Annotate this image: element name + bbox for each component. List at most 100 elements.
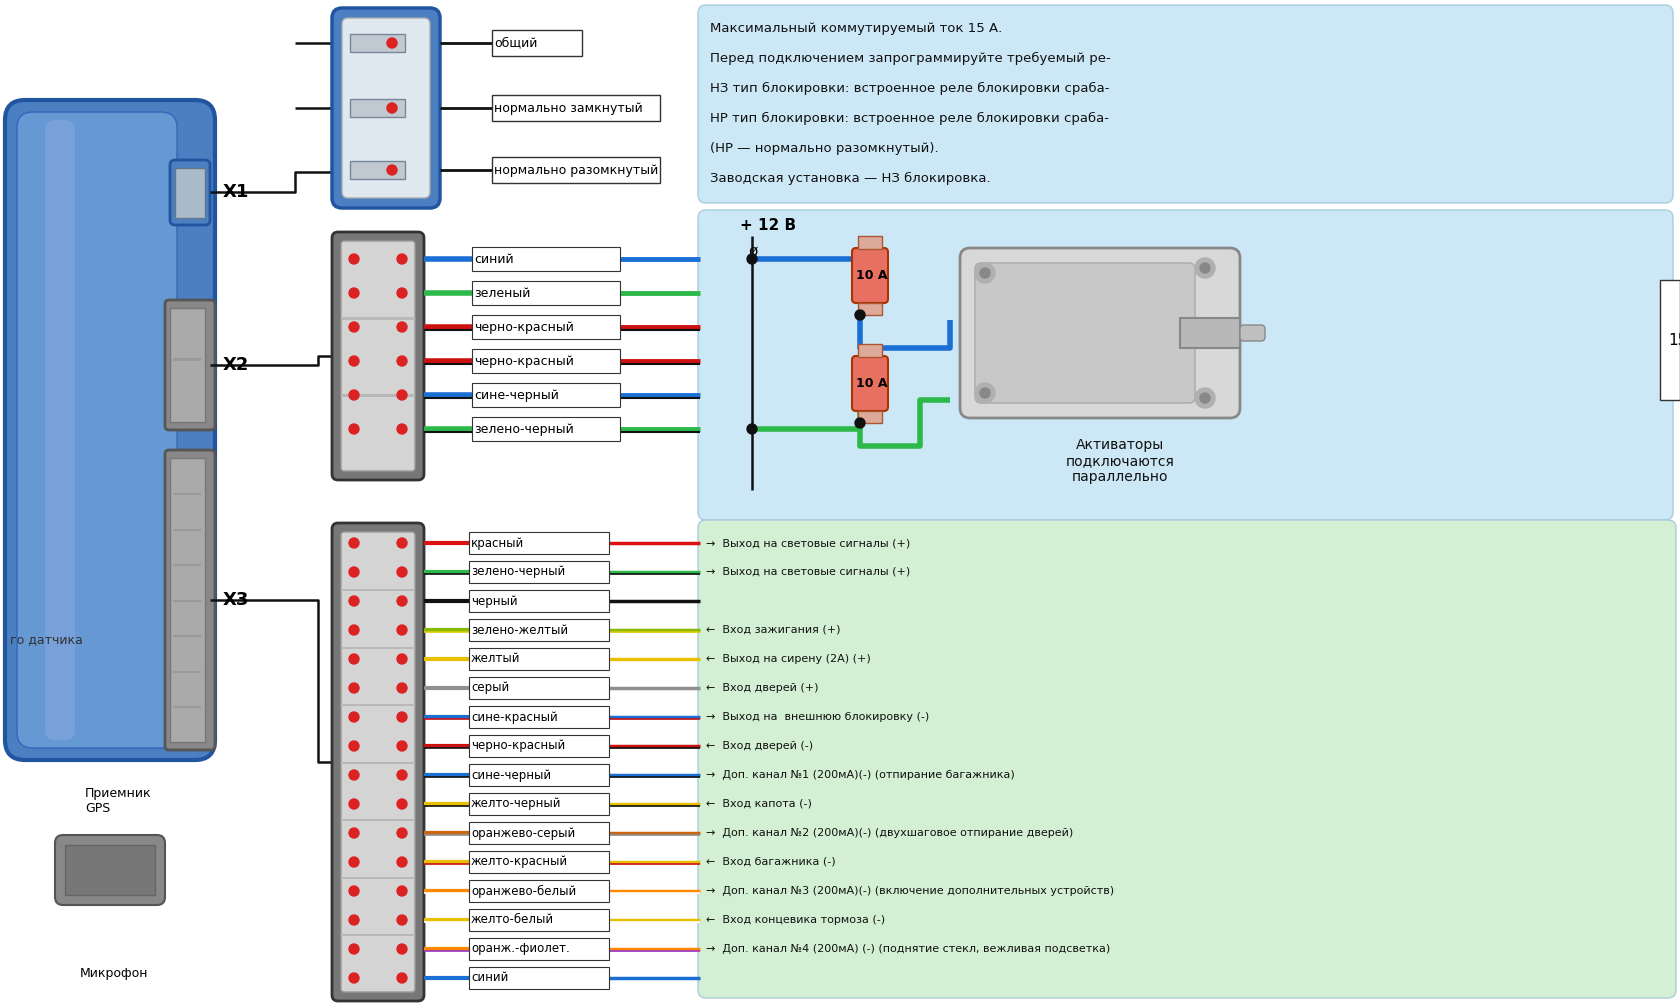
Bar (472, 315, 620, 339)
FancyBboxPatch shape (341, 18, 430, 198)
Text: →  Доп. канал №4 (200мА) (-) (поднятие стекл, вежливая подсветка): → Доп. канал №4 (200мА) (-) (поднятие ст… (706, 944, 1109, 954)
Text: зелено-желтый: зелено-желтый (470, 624, 568, 637)
Bar (341, 704, 415, 706)
Circle shape (746, 254, 756, 264)
FancyBboxPatch shape (852, 356, 887, 411)
Bar (492, 30, 581, 56)
Bar (341, 877, 415, 879)
FancyBboxPatch shape (341, 532, 415, 992)
Circle shape (396, 567, 407, 577)
Circle shape (855, 310, 865, 320)
Circle shape (396, 390, 407, 400)
FancyBboxPatch shape (165, 450, 215, 750)
FancyBboxPatch shape (45, 120, 76, 740)
Circle shape (396, 538, 407, 548)
Text: сине-красный: сине-красный (470, 710, 558, 723)
Circle shape (349, 683, 360, 693)
Circle shape (396, 857, 407, 867)
Circle shape (349, 828, 360, 838)
Bar (173, 529, 202, 531)
FancyBboxPatch shape (333, 232, 423, 480)
Text: нормально замкнутый: нормально замкнутый (494, 102, 642, 115)
Text: желтый: желтый (470, 653, 521, 666)
Circle shape (396, 770, 407, 780)
Bar (469, 880, 608, 902)
Circle shape (396, 424, 407, 434)
Bar (173, 564, 202, 566)
Circle shape (349, 596, 360, 606)
Text: оранжево-серый: оранжево-серый (470, 827, 575, 839)
Circle shape (396, 654, 407, 664)
Bar (469, 561, 608, 583)
Text: черный: черный (470, 595, 517, 608)
Bar (341, 934, 415, 936)
Bar (469, 677, 608, 699)
Text: 15: 15 (1667, 333, 1680, 347)
Bar (173, 600, 202, 602)
Text: нормально разомкнутый: нормально разомкнутый (494, 164, 659, 176)
Text: оранж.-фиолет.: оранж.-фиолет. (470, 943, 570, 956)
Text: зелено-черный: зелено-черный (470, 565, 564, 578)
Bar (1179, 318, 1240, 348)
Bar (349, 161, 405, 179)
Circle shape (349, 915, 360, 925)
Text: →  Выход на световые сигналы (+): → Выход на световые сигналы (+) (706, 567, 909, 577)
Text: ←  Вход капота (-): ← Вход капота (-) (706, 799, 811, 809)
Text: Микрофон: Микрофон (81, 967, 148, 980)
Circle shape (396, 288, 407, 298)
Bar (469, 735, 608, 757)
Bar (349, 99, 405, 117)
Bar (173, 358, 202, 361)
Circle shape (1200, 263, 1210, 273)
Text: синий: синий (470, 972, 507, 985)
Circle shape (349, 712, 360, 722)
Bar (472, 247, 620, 271)
Circle shape (396, 973, 407, 983)
Text: синий: синий (474, 253, 514, 266)
Circle shape (855, 418, 865, 428)
Text: ←  Вход концевика тормоза (-): ← Вход концевика тормоза (-) (706, 915, 885, 925)
Circle shape (386, 103, 396, 113)
Bar (341, 394, 415, 397)
Bar (469, 648, 608, 670)
FancyBboxPatch shape (974, 263, 1194, 403)
Text: →  Выход на  внешнюю блокировку (-): → Выход на внешнюю блокировку (-) (706, 712, 929, 722)
Circle shape (974, 263, 995, 283)
Circle shape (349, 741, 360, 751)
Text: зелено-черный: зелено-черный (474, 423, 573, 436)
Circle shape (396, 828, 407, 838)
Bar (492, 157, 660, 183)
Text: желто-белый: желто-белый (470, 913, 554, 927)
Circle shape (349, 288, 360, 298)
Text: желто-черный: желто-черный (470, 798, 561, 811)
Bar (469, 909, 608, 931)
Circle shape (349, 770, 360, 780)
Text: черно-красный: черно-красный (474, 321, 573, 334)
Text: X3: X3 (223, 591, 249, 609)
Circle shape (349, 390, 360, 400)
Text: X2: X2 (223, 356, 249, 374)
Circle shape (396, 254, 407, 264)
Bar (469, 938, 608, 960)
Text: красный: красный (470, 536, 524, 549)
Circle shape (386, 165, 396, 175)
Bar (66, 845, 155, 895)
Text: →  Доп. канал №1 (200мА)(-) (отпирание багажника): → Доп. канал №1 (200мА)(-) (отпирание ба… (706, 770, 1015, 780)
Circle shape (349, 654, 360, 664)
Text: зеленый: зеленый (474, 287, 531, 300)
Circle shape (1194, 258, 1215, 278)
FancyBboxPatch shape (341, 241, 415, 471)
Bar (175, 168, 205, 218)
Bar (469, 851, 608, 873)
FancyBboxPatch shape (697, 210, 1672, 520)
Circle shape (349, 254, 360, 264)
Text: сине-черный: сине-черный (470, 769, 551, 782)
Text: желто-красный: желто-красный (470, 855, 568, 868)
Circle shape (396, 741, 407, 751)
FancyBboxPatch shape (5, 100, 215, 760)
Bar (341, 589, 415, 591)
FancyBboxPatch shape (959, 248, 1240, 418)
Text: →  Доп. канал №3 (200мА)(-) (включение дополнительных устройств): → Доп. канал №3 (200мА)(-) (включение до… (706, 886, 1114, 896)
Text: X1: X1 (223, 183, 249, 201)
Bar (173, 706, 202, 708)
